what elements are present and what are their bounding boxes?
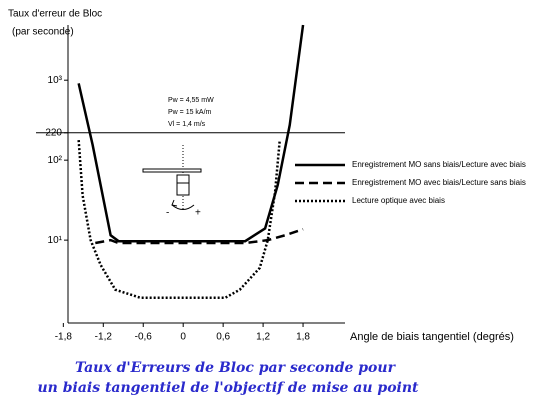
lens-diagram [142,145,202,210]
legend-label: Enregistrement MO avec biais/Lecture san… [352,178,526,187]
x-tick-label: -1,2 [95,332,113,343]
parameter: Pw = 4,55 mW [168,97,214,104]
caption: Taux d'Erreurs de Bloc par seconde pour [75,360,397,376]
diagram-label: - [166,208,169,219]
y-tick-label: 10² [48,155,63,166]
x-tick-label: 0,6 [216,332,230,343]
y-axis-label: (par seconde) [12,27,74,38]
legend-label: Enregistrement MO sans biais/Lecture ave… [352,160,526,169]
x-axis-label: Angle de biais tangentiel (degrés) [350,331,514,343]
parameter: Vl = 1,4 m/s [168,121,206,128]
x-tick-label: -1,8 [55,332,73,343]
data-line [95,228,304,245]
x-tick-label: -0,6 [135,332,153,343]
y-tick-label: 10¹ [48,235,63,246]
x-tick-label: 1,2 [256,332,270,343]
caption: un biais tangentiel de l'objectif de mis… [37,380,419,396]
y-axis-label: Taux d'erreur de Bloc [8,9,102,20]
x-tick-label: 1,8 [296,332,310,343]
diagram-label: + [195,208,201,219]
data-line [77,24,305,243]
y-tick-label: 220 [45,127,62,138]
parameter: Pw = 15 kA/m [168,109,212,116]
y-tick-label: 10³ [48,75,63,86]
legend-label: Lecture optique avec biais [352,196,445,205]
x-tick-label: 0 [180,332,186,343]
data-line [77,140,281,300]
